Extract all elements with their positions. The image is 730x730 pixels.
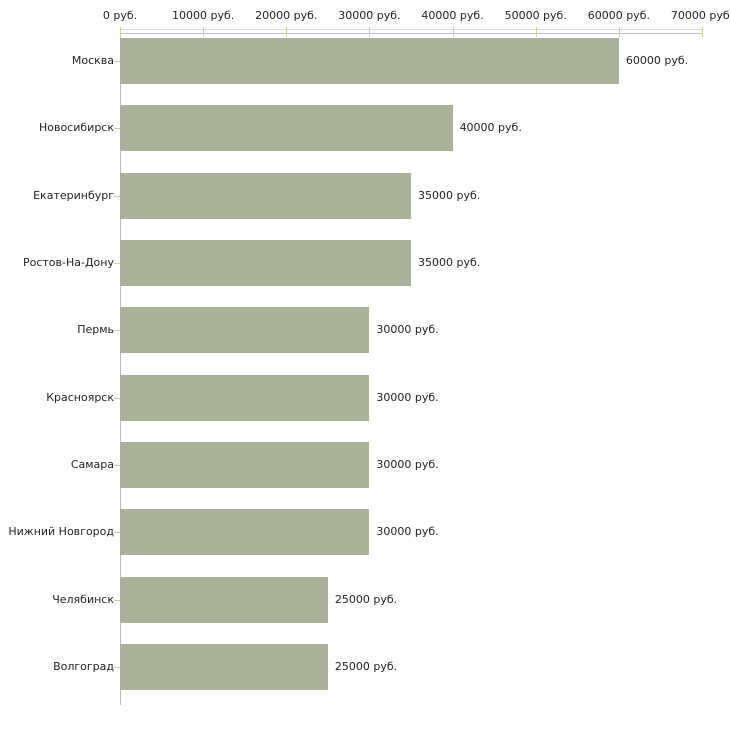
x-axis-tick-label: 10000 руб. <box>172 9 235 22</box>
bar-5 <box>120 307 370 354</box>
bar-3 <box>120 172 411 219</box>
x-axis-tick-mark <box>702 27 703 37</box>
bar-6 <box>120 374 370 421</box>
bar-10 <box>120 644 328 691</box>
value-label: 30000 руб. <box>376 525 439 539</box>
category-label: Новосибирск <box>38 121 114 135</box>
x-axis-tick-label: 30000 руб. <box>338 9 401 22</box>
x-axis-tick-label: 50000 руб. <box>504 9 567 22</box>
category-label: Москва <box>71 54 114 67</box>
x-axis-tick-mark <box>369 27 371 37</box>
x-axis-tick-mark <box>618 27 620 37</box>
x-axis-tick-mark <box>120 27 121 37</box>
x-axis-tick-label: 70000 руб. <box>670 9 730 22</box>
bar-4 <box>120 240 411 287</box>
category-label: Самара <box>70 458 114 472</box>
x-axis-tick-label: 40000 руб. <box>421 9 484 22</box>
x-axis-tick-label: 0 руб. <box>102 9 138 22</box>
category-label: Челябинск <box>52 592 114 606</box>
y-axis-tick-mark <box>114 465 120 467</box>
x-axis-tick-mark <box>535 27 537 37</box>
category-label: Ростов-На-Дону <box>22 256 114 270</box>
value-label: 25000 руб. <box>334 592 398 606</box>
y-axis-tick-mark <box>114 263 120 265</box>
y-axis-tick-mark <box>114 195 120 197</box>
value-label: 30000 руб. <box>376 458 439 472</box>
value-label: 35000 руб. <box>418 188 481 202</box>
value-label: 60000 руб. <box>625 54 689 67</box>
value-label: 40000 руб. <box>459 121 522 135</box>
bar-8 <box>120 509 370 556</box>
y-axis-tick-mark <box>114 667 120 669</box>
category-label: Красноярск <box>46 390 114 404</box>
y-axis-tick-mark <box>114 330 120 332</box>
x-axis-line <box>120 33 702 34</box>
value-label: 30000 руб. <box>376 323 439 337</box>
y-axis-tick-mark <box>114 61 120 62</box>
bar-2 <box>120 105 453 152</box>
value-label: 25000 руб. <box>334 660 398 674</box>
category-label: Екатеринбург <box>33 188 114 202</box>
y-axis-tick-mark <box>114 397 120 399</box>
y-axis-line <box>120 27 121 705</box>
y-axis-tick-mark <box>114 128 120 130</box>
value-label: 35000 руб. <box>418 256 481 270</box>
x-axis-line <box>120 29 702 30</box>
x-axis-tick-mark <box>286 27 288 37</box>
category-label: Пермь <box>77 323 114 337</box>
bar-1 <box>120 38 619 84</box>
y-axis-tick-mark <box>114 599 120 601</box>
x-axis-tick-mark <box>203 27 205 37</box>
category-label: Нижний Новгород <box>8 525 114 539</box>
bar-9 <box>120 576 328 623</box>
x-axis-tick-label: 60000 руб. <box>587 9 650 22</box>
x-axis-tick-mark <box>452 27 454 37</box>
value-label: 30000 руб. <box>376 390 439 404</box>
category-label: Волгоград <box>53 660 114 674</box>
bar-7 <box>120 442 370 489</box>
y-axis-tick-mark <box>114 532 120 534</box>
x-axis-tick-label: 20000 руб. <box>255 9 318 22</box>
